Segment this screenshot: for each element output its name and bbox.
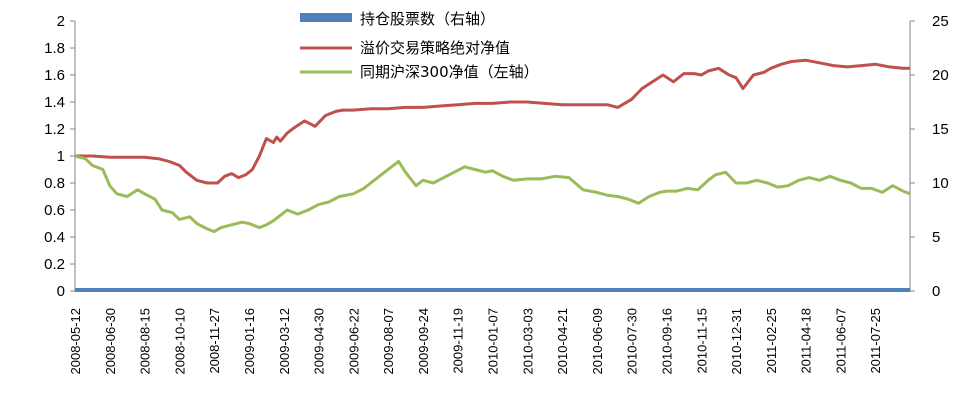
x-tick-label: 2009-11-19 bbox=[451, 308, 466, 374]
x-tick-label: 2009-04-30 bbox=[312, 308, 327, 375]
right-tick-label: 25 bbox=[932, 13, 949, 30]
x-axis-ticks: 2008-05-12 2008-06-30 2008-08-15 2008-10-10… bbox=[68, 308, 883, 375]
right-tick-label: 15 bbox=[932, 121, 949, 138]
x-tick-label: 2009-01-16 bbox=[242, 308, 257, 375]
x-tick-label: 2008-06-30 bbox=[103, 308, 118, 375]
x-tick-label: 2010-09-16 bbox=[659, 308, 674, 375]
series-lines bbox=[74, 58, 911, 292]
left-tick-label: 0.4 bbox=[44, 229, 65, 246]
left-tick-label: 0.8 bbox=[44, 175, 65, 192]
left-tick-label: 1.4 bbox=[44, 94, 65, 111]
right-axis-ticks: 0 5 10 15 20 25 bbox=[910, 13, 949, 300]
holdings-bars bbox=[75, 288, 910, 292]
legend-swatch-holdings bbox=[300, 13, 352, 22]
x-tick-label: 2011-06-07 bbox=[833, 308, 848, 374]
x-tick-label: 2010-12-31 bbox=[729, 308, 744, 375]
x-tick-label: 2010-07-30 bbox=[625, 308, 640, 375]
right-tick-label: 5 bbox=[932, 229, 940, 246]
x-tick-label: 2008-11-27 bbox=[207, 308, 222, 374]
plot-area bbox=[74, 21, 911, 291]
left-tick-label: 1.2 bbox=[44, 121, 65, 138]
legend-label-strategy: 溢价交易策略绝对净值 bbox=[360, 39, 510, 57]
x-tick-label: 2011-07-25 bbox=[868, 308, 883, 374]
right-tick-label: 0 bbox=[932, 283, 940, 300]
x-tick-label: 2009-09-24 bbox=[416, 308, 431, 375]
x-tick-label: 2010-06-09 bbox=[590, 308, 605, 375]
left-tick-label: 2 bbox=[57, 13, 65, 30]
x-tick-label: 2008-05-12 bbox=[68, 308, 83, 375]
x-tick-label: 2008-10-10 bbox=[172, 308, 187, 375]
left-tick-label: 0.2 bbox=[44, 256, 65, 273]
left-tick-label: 1.8 bbox=[44, 40, 65, 57]
legend: 持仓股票数（右轴） 溢价交易策略绝对净值 同期沪深300净值（左轴） bbox=[300, 10, 539, 81]
right-tick-label: 10 bbox=[932, 175, 949, 192]
strategy-nav-line bbox=[75, 58, 910, 185]
x-tick-label: 2009-08-07 bbox=[381, 308, 396, 375]
left-axis-ticks: 0 0.2 0.4 0.6 0.8 1 1.2 1.4 1.6 1.8 2 bbox=[44, 13, 75, 300]
x-tick-label: 2009-03-12 bbox=[277, 308, 292, 375]
x-tick-label: 2008-08-15 bbox=[138, 308, 153, 375]
x-tick-label: 2010-01-07 bbox=[486, 308, 501, 375]
legend-label-hs300: 同期沪深300净值（左轴） bbox=[360, 63, 539, 81]
left-tick-label: 1 bbox=[57, 148, 65, 165]
x-tick-label: 2010-03-03 bbox=[520, 308, 535, 375]
x-tick-label: 2010-11-15 bbox=[694, 308, 709, 374]
left-tick-label: 0.6 bbox=[44, 202, 65, 219]
hs300-nav-line bbox=[74, 154, 911, 234]
legend-label-holdings: 持仓股票数（右轴） bbox=[360, 10, 495, 28]
left-tick-label: 1.6 bbox=[44, 67, 65, 84]
right-tick-label: 20 bbox=[932, 67, 949, 84]
x-tick-label: 2011-02-25 bbox=[764, 308, 779, 374]
left-tick-label: 0 bbox=[57, 283, 65, 300]
x-tick-label: 2010-04-21 bbox=[555, 308, 570, 375]
x-tick-label: 2011-04-18 bbox=[799, 308, 814, 374]
x-tick-label: 2009-06-22 bbox=[346, 308, 361, 375]
